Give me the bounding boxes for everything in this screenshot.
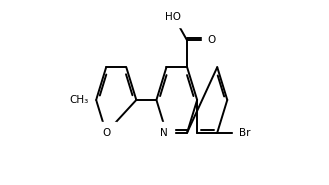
Text: Br: Br bbox=[239, 128, 250, 138]
Text: CH₃: CH₃ bbox=[69, 95, 89, 105]
Text: N: N bbox=[160, 128, 168, 138]
Text: O: O bbox=[102, 128, 110, 138]
Text: HO: HO bbox=[165, 12, 181, 22]
Text: O: O bbox=[208, 35, 216, 45]
